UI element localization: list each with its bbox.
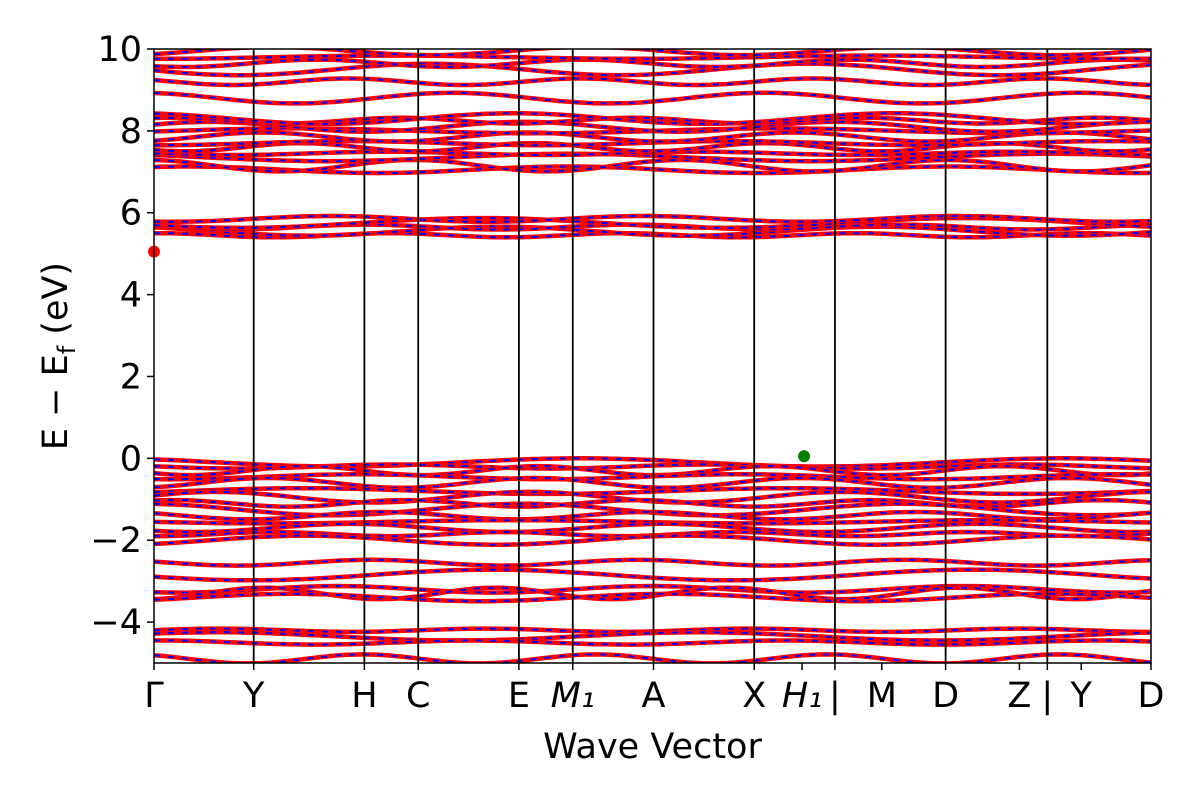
band-line-spin-down	[154, 638, 1151, 647]
vbm-marker	[798, 450, 811, 463]
kpoint-label: M₁	[551, 676, 595, 716]
band-line-spin-down	[154, 53, 1151, 62]
band-line-spin-up	[154, 232, 1151, 239]
band-line-spin-up	[154, 152, 1151, 163]
band-line-spin-up	[154, 568, 1151, 582]
band-line-spin-up	[154, 592, 1151, 603]
band-line-spin-down	[154, 509, 1151, 522]
band-line-spin-down	[154, 157, 1151, 174]
y-axis-title: E − Ef (eV)	[36, 262, 81, 450]
y-tick-label: 10	[97, 30, 142, 70]
kpoint-label: Z	[1007, 676, 1031, 716]
band-line-spin-up	[154, 223, 1151, 231]
band-line-spin-up	[154, 487, 1151, 495]
kpoint-label: D	[1138, 676, 1165, 716]
band-line-spin-up	[154, 457, 1151, 468]
band-line-spin-down	[154, 224, 1151, 238]
y-tick-label: 0	[120, 439, 142, 479]
band-line-spin-down	[154, 521, 1151, 535]
band-line-spin-down	[154, 49, 1151, 58]
band-line-spin-up	[154, 639, 1151, 646]
y-tick-label: 8	[120, 112, 142, 152]
band-line-spin-down	[154, 130, 1151, 144]
kpoint-label: X	[742, 676, 766, 716]
x-axis-ticks: Γ Y H C E M₁ A X H₁ | M D Z | Y D	[144, 663, 1164, 716]
y-tick-label: 2	[120, 357, 142, 397]
band-line-spin-up	[154, 54, 1151, 60]
band-line-spin-up	[154, 140, 1151, 147]
y-tick-label: −2	[90, 521, 142, 561]
kpoint-label: A	[642, 676, 666, 716]
kpoint-label: E	[508, 676, 530, 716]
kpoint-label: C	[406, 676, 430, 716]
kpoint-label: |	[829, 676, 841, 716]
kpoint-label: Y	[242, 676, 265, 716]
band-line-spin-up	[154, 584, 1151, 594]
band-line-spin-up	[154, 215, 1151, 223]
kpoint-label: Y	[1070, 676, 1093, 716]
band-line-spin-up	[154, 530, 1151, 538]
kpoint-label: M	[867, 676, 897, 716]
y-axis-ticks: −4 −2 0 2 4 6 8 10	[90, 30, 154, 643]
y-tick-label: −4	[90, 603, 142, 643]
kpoint-label: H₁	[782, 676, 822, 716]
band-line-spin-down	[154, 557, 1151, 568]
kpoint-label: D	[932, 676, 959, 716]
band-line-spin-down	[154, 652, 1151, 663]
band-line-spin-down	[154, 475, 1151, 491]
high-symmetry-lines	[252, 49, 1049, 663]
band-line-spin-up	[154, 519, 1151, 525]
kpoint-label: H	[351, 676, 377, 716]
band-line-spin-down	[154, 533, 1151, 547]
band-lines	[154, 49, 1151, 663]
band-line-spin-down	[154, 61, 1151, 78]
y-tick-label: 4	[120, 276, 142, 316]
y-tick-label: 6	[120, 194, 142, 234]
band-edge-markers	[148, 245, 811, 463]
band-line-spin-up	[154, 631, 1151, 642]
band-line-spin-down	[154, 76, 1151, 88]
band-line-spin-down	[154, 630, 1151, 643]
band-line-spin-up	[154, 150, 1151, 156]
band-line-spin-up	[154, 473, 1151, 481]
band-line-spin-down	[154, 90, 1151, 106]
x-axis-title: Wave Vector	[543, 727, 762, 767]
plot-frame	[153, 48, 1152, 664]
band-line-spin-down	[154, 567, 1151, 583]
band-line-spin-up	[154, 627, 1151, 633]
kpoint-label: |	[1041, 676, 1053, 716]
band-line-spin-down	[154, 119, 1151, 134]
kpoint-label: Γ	[144, 676, 164, 716]
band-line-spin-down	[154, 111, 1151, 127]
band-line-spin-down	[154, 57, 1151, 70]
band-line-spin-up	[154, 558, 1151, 567]
band-line-spin-up	[154, 165, 1151, 174]
